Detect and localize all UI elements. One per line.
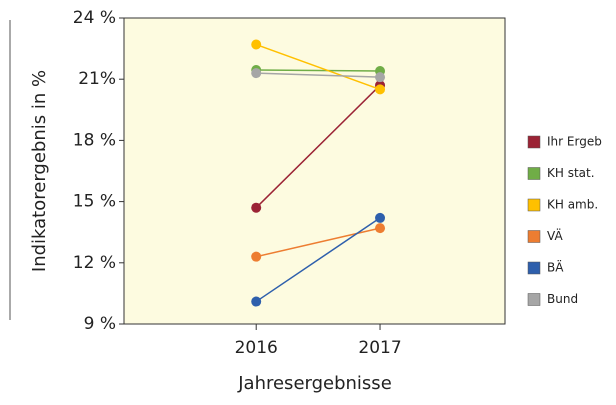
data-point [251,68,262,79]
y-tick-label: 24 % [73,8,116,28]
data-point [375,72,386,83]
y-tick-label: 18 % [73,130,116,150]
x-tick-label: 2017 [358,338,401,358]
y-tick-label: 9 % [84,314,116,334]
legend-label: Bund [547,292,578,306]
y-tick-label: 21% [78,69,116,89]
data-point [251,39,262,50]
legend-swatch [527,261,541,275]
x-axis-label: Jahresergebnisse [237,373,392,394]
legend-swatch [527,167,541,180]
plot-area [123,17,506,325]
data-point [375,223,386,234]
legend-swatch [527,198,541,212]
y-tick-label: 12 % [73,253,116,273]
data-point [251,296,262,307]
legend-label: Ihr Ergeb [547,135,602,149]
legend-swatch [527,293,541,306]
series-line [255,217,381,303]
data-point [251,202,262,213]
y-axis-label: Indikatorergebnis in % [29,70,50,272]
legend-swatch [527,135,541,149]
legend-swatch [527,230,541,243]
data-point [375,212,386,223]
series-line [255,84,381,209]
data-point [251,251,262,262]
series-line [256,69,381,72]
legend-label: KH stat. [547,166,595,180]
series-line [256,72,381,78]
series-line [255,43,381,91]
legend-label: KH amb. [547,198,598,212]
legend-label: BÄ [547,260,564,275]
legend-label: VÄ [547,228,563,243]
y-tick-label: 15 % [73,192,116,212]
data-point [375,84,386,95]
series-line [256,227,381,258]
x-tick-label: 2016 [235,338,278,358]
